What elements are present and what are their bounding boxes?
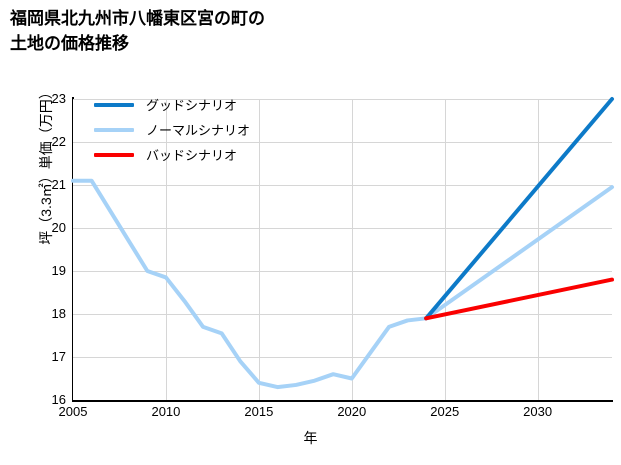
gridline-x [258, 99, 260, 400]
gridline-y [73, 271, 612, 272]
gridline-y [73, 400, 612, 401]
y-tick-label: 22 [51, 134, 66, 149]
gridline-x [444, 99, 446, 400]
series-line-normal [71, 178, 614, 390]
series-layer [71, 97, 614, 390]
x-axis-title: 年 [303, 430, 318, 446]
gridline-y [73, 142, 612, 143]
series-line-good [424, 97, 614, 321]
y-tick-label: 23 [51, 91, 66, 106]
x-tick-label: 2025 [430, 404, 460, 419]
x-tick-label: 2010 [151, 404, 181, 419]
legend-label-good: グッドシナリオ [146, 98, 238, 113]
x-tick-label: 2030 [523, 404, 553, 419]
legend-label-bad: バッドシナリオ [146, 148, 238, 163]
y-tick-label: 16 [51, 392, 66, 407]
y-tick-label: 19 [51, 263, 66, 278]
legend-item-normal[interactable]: ノーマルシナリオ [94, 117, 250, 142]
x-tick-label: 2020 [337, 404, 367, 419]
gridline-y [73, 228, 612, 229]
gridline-y [73, 99, 612, 100]
y-axis-title: 坪（3.3㎡）単価（万円） [38, 85, 54, 245]
y-tick-label: 21 [51, 177, 66, 192]
legend-label-normal: ノーマルシナリオ [146, 123, 251, 138]
gridline-y [73, 357, 612, 358]
gridline-x [165, 99, 167, 400]
legend-swatch-good [94, 102, 134, 107]
gridline-y [73, 185, 612, 186]
legend-swatch-normal [94, 127, 134, 132]
legend-swatch-bad [94, 152, 134, 157]
x-tick-label: 2005 [58, 404, 88, 419]
y-tick-label: 20 [51, 220, 66, 235]
gridline-y [73, 314, 612, 315]
legend: グッドシナリオ ノーマルシナリオ バッドシナリオ [94, 92, 250, 167]
y-tick-label: 18 [51, 306, 66, 321]
gridline-x [537, 99, 539, 400]
legend-item-bad[interactable]: バッドシナリオ [94, 142, 250, 167]
x-tick-label: 2015 [244, 404, 274, 419]
page-title: 福岡県北九州市八幡東区宮の町の 土地の価格推移 [10, 9, 265, 53]
plot-area [71, 97, 614, 401]
legend-item-good[interactable]: グッドシナリオ [94, 92, 250, 117]
x-axis-line [72, 400, 613, 402]
series-line-bad [424, 277, 614, 321]
y-tick-label: 17 [51, 349, 66, 364]
gridline-x [351, 99, 353, 400]
